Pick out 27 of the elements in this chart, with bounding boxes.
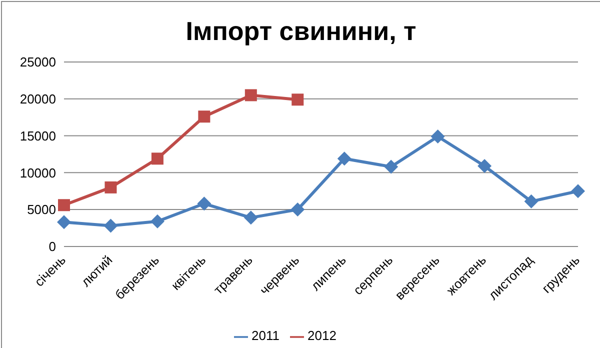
point [244, 89, 257, 102]
y-tick-label: 25000 [20, 54, 56, 70]
point [384, 160, 398, 174]
point [292, 94, 304, 106]
point [151, 152, 164, 165]
point [104, 218, 118, 233]
point [244, 210, 258, 225]
point [57, 215, 71, 230]
point [478, 159, 492, 174]
point [197, 196, 212, 211]
point [290, 202, 305, 217]
y-tick-label: 10000 [20, 165, 56, 180]
point [524, 194, 538, 208]
y-tick-label: 5000 [27, 202, 56, 218]
legend-label: 2012 [308, 328, 336, 344]
point [58, 199, 70, 212]
point [104, 181, 117, 194]
y-tick-label: 20000 [20, 92, 56, 107]
y-tick-label: 0 [48, 239, 56, 254]
point [430, 130, 445, 144]
chart-title: Імпорт свинини, т [184, 16, 418, 48]
point [150, 214, 164, 228]
point [337, 152, 352, 166]
point [198, 110, 210, 123]
legend-label: 2011 [252, 328, 280, 344]
y-tick-label: 15000 [20, 128, 56, 144]
point [571, 184, 585, 198]
